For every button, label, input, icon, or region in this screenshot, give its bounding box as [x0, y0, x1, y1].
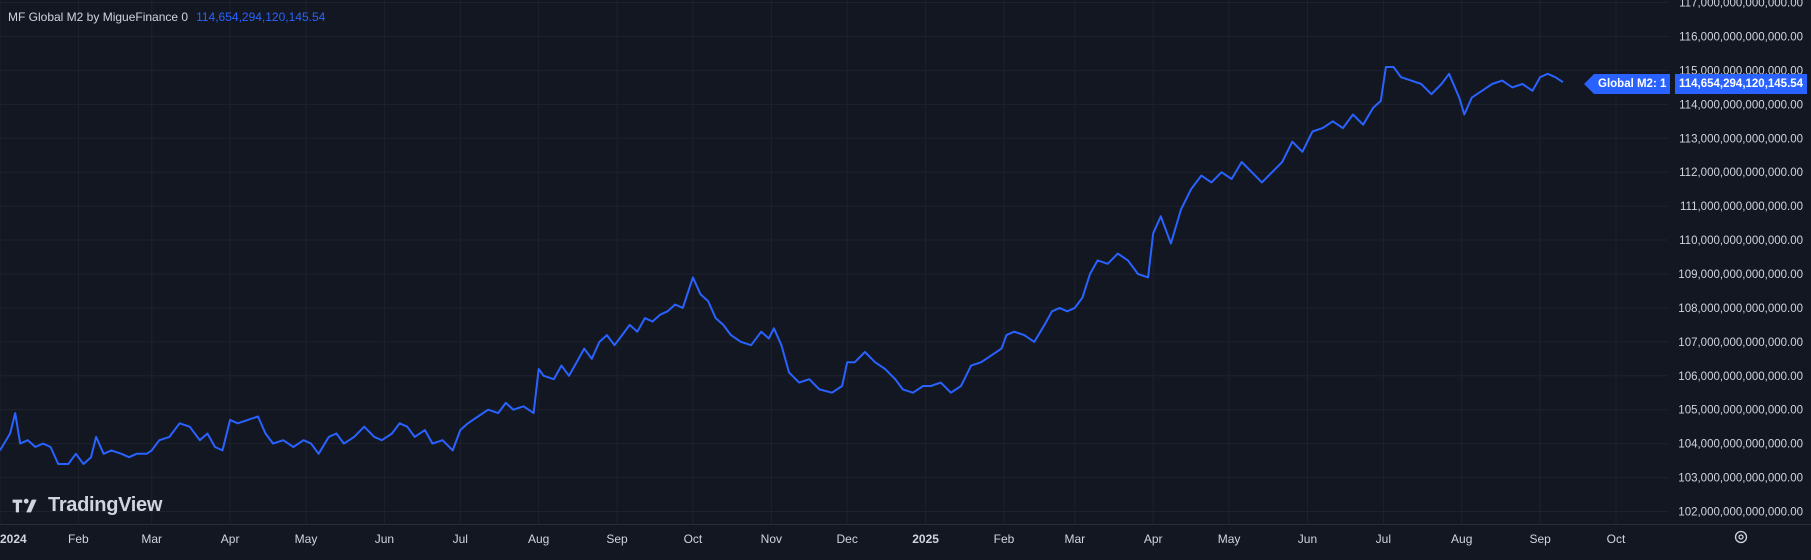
series-name-label: Global M2: 1 — [1594, 74, 1670, 94]
x-tick-label: May — [295, 532, 318, 546]
x-tick-label: Jun — [375, 532, 394, 546]
time-axis[interactable]: 2024 Feb Mar Apr May Jun Jul Aug Sep Oct Nov Dec 202… — [0, 524, 1811, 547]
y-tick-label: 105,000,000,000,000.00 — [1678, 405, 1803, 417]
x-tick-label: Jun — [1298, 532, 1317, 546]
y-tick-label: 107,000,000,000,000.00 — [1678, 337, 1803, 349]
x-tick-label: Sep — [1529, 532, 1551, 546]
settings-gear-icon[interactable] — [1733, 529, 1749, 545]
x-tick-label: Dec — [837, 532, 858, 546]
y-tick-label: 113,000,000,000,000.00 — [1679, 133, 1803, 145]
tradingview-watermark: TradingView — [12, 494, 162, 517]
x-tick-label: Oct — [1607, 532, 1626, 546]
watermark-text: TradingView — [48, 494, 163, 516]
chart-legend[interactable]: MF Global M2 by MigueFinance 0 114,654,2… — [8, 10, 325, 24]
x-tick-label: 2025 — [912, 532, 939, 546]
x-tick-label: Sep — [606, 532, 628, 546]
indicator-value: 114,654,294,120,145.54 — [196, 10, 326, 24]
y-tick-label: 103,000,000,000,000.00 — [1678, 473, 1803, 485]
grid-lines — [0, 0, 1668, 524]
y-tick-label: 109,000,000,000,000.00 — [1678, 269, 1803, 281]
y-tick-label: 108,000,000,000,000.00 — [1678, 303, 1803, 315]
series-line-global-m2[interactable] — [0, 66, 1564, 465]
x-tick-label: Nov — [761, 532, 782, 546]
x-tick-label: Jul — [1376, 532, 1391, 546]
x-tick-label: Apr — [1144, 532, 1163, 546]
x-tick-label: 2024 — [0, 532, 27, 546]
x-tick-label: Oct — [684, 532, 703, 546]
x-tick-label: Mar — [1064, 532, 1085, 546]
x-tick-label: Aug — [528, 532, 549, 546]
x-tick-label: May — [1218, 532, 1241, 546]
x-tick-label: Mar — [141, 532, 162, 546]
x-tick-label: Feb — [68, 532, 89, 546]
y-tick-label: 117,000,000,000,000.00 — [1679, 0, 1803, 10]
y-tick-label: 102,000,000,000,000.00 — [1678, 507, 1803, 519]
y-tick-label: 110,000,000,000,000.00 — [1679, 235, 1803, 247]
last-price-tag: Global M2: 1 114,654,294,120,145.54 — [1584, 74, 1808, 94]
price-tag-arrow — [1584, 74, 1594, 94]
tradingview-logo-icon — [12, 498, 37, 512]
y-tick-label: 112,000,000,000,000.00 — [1679, 167, 1803, 179]
last-value-label: 114,654,294,120,145.54 — [1675, 74, 1808, 94]
x-tick-label: Feb — [994, 532, 1015, 546]
x-tick-label: Aug — [1451, 532, 1472, 546]
y-tick-label: 114,000,000,000,000.00 — [1679, 99, 1803, 111]
y-tick-label: 111,000,000,000,000.00 — [1680, 201, 1803, 213]
y-tick-label: 116,000,000,000,000.00 — [1679, 31, 1803, 43]
y-tick-label: 106,000,000,000,000.00 — [1678, 371, 1803, 383]
series-layer — [0, 66, 1564, 465]
x-tick-label: Jul — [453, 532, 468, 546]
indicator-title[interactable]: MF Global M2 by MigueFinance 0 — [8, 10, 189, 24]
y-tick-label: 104,000,000,000,000.00 — [1678, 439, 1803, 451]
x-tick-label: Apr — [221, 532, 240, 546]
